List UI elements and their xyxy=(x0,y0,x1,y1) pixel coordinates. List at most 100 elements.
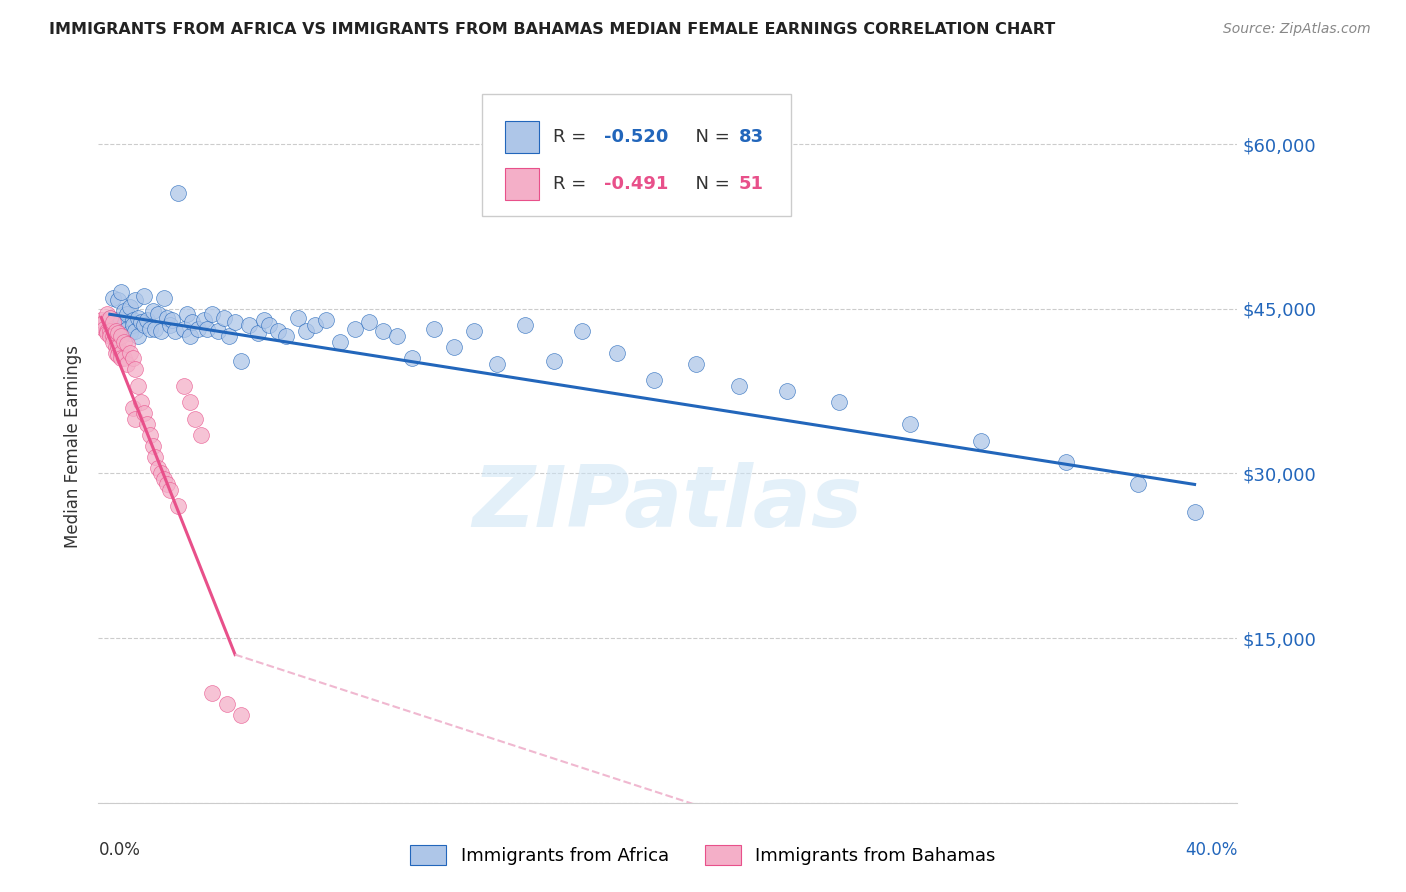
Point xyxy=(98,310,121,325)
Point xyxy=(486,357,509,371)
Point xyxy=(101,329,124,343)
Point xyxy=(148,307,170,321)
FancyBboxPatch shape xyxy=(505,121,538,153)
Point xyxy=(229,708,252,723)
Point xyxy=(124,411,146,425)
Point xyxy=(107,348,129,362)
Point xyxy=(401,351,423,366)
Point xyxy=(98,310,121,325)
Point xyxy=(110,312,132,326)
Point xyxy=(107,326,129,340)
Point xyxy=(153,472,176,486)
Point xyxy=(107,318,129,333)
Point xyxy=(606,345,628,359)
Point xyxy=(193,312,215,326)
Text: -0.491: -0.491 xyxy=(605,175,668,193)
Point xyxy=(104,312,127,326)
Point xyxy=(110,329,132,343)
Point xyxy=(728,378,751,392)
Text: 83: 83 xyxy=(738,128,763,146)
Point xyxy=(195,321,218,335)
Point xyxy=(90,312,112,326)
Point xyxy=(776,384,799,398)
Point xyxy=(423,321,446,335)
Point xyxy=(121,318,143,333)
Point xyxy=(101,315,124,329)
Text: R =: R = xyxy=(553,175,592,193)
Text: -0.520: -0.520 xyxy=(605,128,668,146)
Point xyxy=(153,291,176,305)
Point xyxy=(132,318,155,333)
Point xyxy=(218,329,240,343)
Legend: Immigrants from Africa, Immigrants from Bahamas: Immigrants from Africa, Immigrants from … xyxy=(404,838,1002,872)
Point xyxy=(571,324,593,338)
Point xyxy=(110,345,132,359)
Point xyxy=(96,307,118,321)
Point xyxy=(515,318,537,333)
Point xyxy=(287,310,309,325)
Point xyxy=(685,357,707,371)
Point xyxy=(1056,455,1078,469)
Text: Source: ZipAtlas.com: Source: ZipAtlas.com xyxy=(1223,22,1371,37)
Point xyxy=(132,288,155,302)
FancyBboxPatch shape xyxy=(482,95,790,216)
Point xyxy=(138,321,160,335)
Point xyxy=(315,312,337,326)
Point xyxy=(115,337,138,351)
Point xyxy=(124,293,146,307)
Point xyxy=(104,324,127,338)
Point xyxy=(179,395,201,409)
Point xyxy=(145,450,167,464)
Point xyxy=(104,340,127,354)
Point xyxy=(1126,477,1149,491)
Point xyxy=(93,315,115,329)
Point xyxy=(159,483,181,497)
Point xyxy=(145,321,167,335)
Text: 40.0%: 40.0% xyxy=(1185,841,1237,859)
Point xyxy=(132,406,155,420)
Point xyxy=(115,357,138,371)
Point xyxy=(207,324,229,338)
Point xyxy=(138,428,160,442)
Point xyxy=(162,312,184,326)
Point xyxy=(101,334,124,349)
Point xyxy=(110,351,132,366)
Point xyxy=(104,345,127,359)
Point xyxy=(828,395,851,409)
Point xyxy=(101,315,124,329)
Point xyxy=(156,310,179,325)
Point xyxy=(127,310,149,325)
Point xyxy=(238,318,260,333)
Text: N =: N = xyxy=(683,128,735,146)
Point xyxy=(643,373,665,387)
Text: ZIPatlas: ZIPatlas xyxy=(472,461,863,545)
Point xyxy=(165,324,187,338)
Point xyxy=(246,326,269,340)
Point xyxy=(96,324,118,338)
Point xyxy=(118,300,141,314)
Point xyxy=(150,467,173,481)
Point xyxy=(90,318,112,333)
Point xyxy=(110,285,132,300)
Point xyxy=(224,315,246,329)
Point xyxy=(112,324,135,338)
Text: 51: 51 xyxy=(738,175,763,193)
Y-axis label: Median Female Earnings: Median Female Earnings xyxy=(65,344,83,548)
Point xyxy=(173,321,195,335)
Point xyxy=(187,321,209,335)
Text: 0.0%: 0.0% xyxy=(98,841,141,859)
Point xyxy=(118,326,141,340)
Point xyxy=(201,307,224,321)
Point xyxy=(167,186,190,201)
Point xyxy=(329,334,352,349)
Point xyxy=(463,324,485,338)
Point xyxy=(112,334,135,349)
Point xyxy=(104,321,127,335)
Point xyxy=(443,340,465,354)
Point xyxy=(98,324,121,338)
Point xyxy=(135,417,157,431)
Point xyxy=(118,345,141,359)
Text: IMMIGRANTS FROM AFRICA VS IMMIGRANTS FROM BAHAMAS MEDIAN FEMALE EARNINGS CORRELA: IMMIGRANTS FROM AFRICA VS IMMIGRANTS FRO… xyxy=(49,22,1056,37)
Point xyxy=(124,324,146,338)
Point xyxy=(267,324,290,338)
